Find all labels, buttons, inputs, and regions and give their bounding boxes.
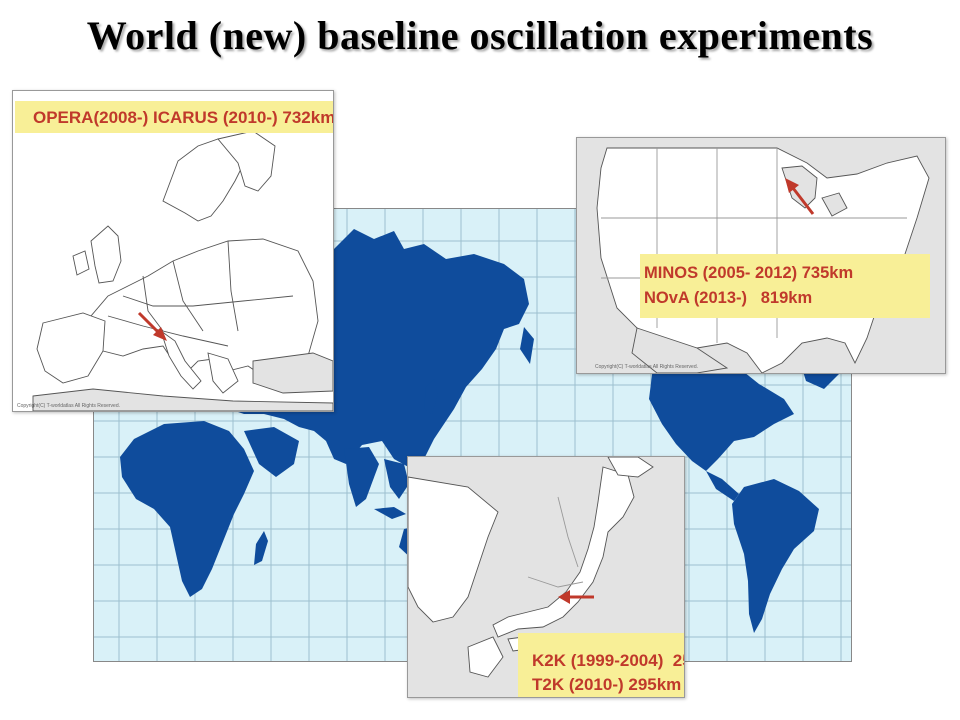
europe-outlines <box>32 130 333 411</box>
arabia <box>244 427 299 477</box>
madagascar <box>254 531 268 565</box>
india <box>344 447 379 507</box>
europe-map-panel: OPERA(2008-) ICARUS (2010-) 732km Copyri… <box>12 90 334 412</box>
europe-map-svg <box>13 91 333 411</box>
japan-arrowhead <box>558 590 570 604</box>
usa-copyright: Copyright(C) T-worldatlas All Rights Res… <box>595 364 699 370</box>
usa-map-panel: MINOS (2005- 2012) 735km NOvA (2013-) 81… <box>576 137 946 374</box>
t2k-label: T2K (2010-) 295km <box>532 675 682 694</box>
japan-map-svg <box>408 457 684 697</box>
europe-experiment-text: OPERA(2008-) ICARUS (2010-) 732km <box>33 108 334 127</box>
indonesia <box>374 507 406 519</box>
usa-arrow <box>791 187 815 215</box>
usa-arrowhead <box>785 178 799 193</box>
usa-experiment-label: MINOS (2005- 2012) 735km NOvA (2013-) 81… <box>640 254 930 318</box>
north-america <box>649 349 794 471</box>
south-america <box>732 479 819 633</box>
japan-world <box>424 379 438 414</box>
europe-arrowhead <box>153 327 167 341</box>
europe-experiment-label: OPERA(2008-) ICARUS (2010-) 732km <box>15 101 334 133</box>
europe-copyright: Copyright(C) T-worldatlas All Rights Res… <box>17 403 121 409</box>
central-america <box>706 471 739 501</box>
japan-experiment-label: K2K (1999-2004) 250km T2K (2010-) 295km <box>518 633 684 697</box>
japan-map-panel: K2K (1999-2004) 250km T2K (2010-) 295km <box>407 456 685 698</box>
minos-label: MINOS (2005- 2012) 735km <box>644 264 854 282</box>
africa <box>120 421 254 597</box>
kamchatka <box>520 327 534 364</box>
nova-label: NOvA (2013-) 819km <box>644 289 813 307</box>
slide-title: World (new) baseline oscillation experim… <box>86 13 874 58</box>
k2k-label: K2K (1999-2004) 250km <box>532 651 684 670</box>
southeast-asia <box>384 459 409 499</box>
